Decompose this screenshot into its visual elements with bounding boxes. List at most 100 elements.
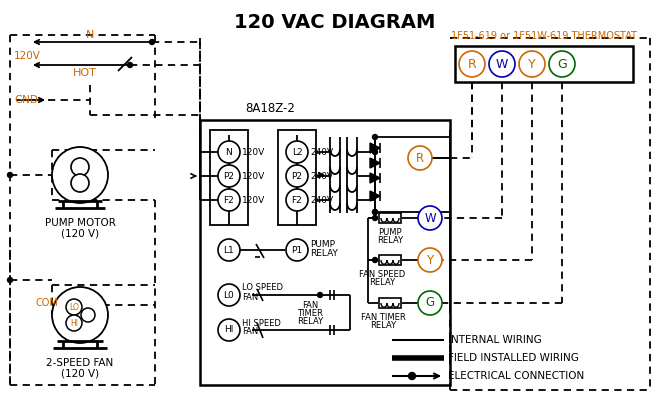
Circle shape	[373, 134, 377, 140]
Text: L2: L2	[291, 147, 302, 157]
Circle shape	[373, 215, 377, 220]
Circle shape	[71, 158, 89, 176]
Text: 2-SPEED FAN: 2-SPEED FAN	[46, 358, 114, 368]
Text: RELAY: RELAY	[310, 249, 338, 259]
Text: COM: COM	[36, 298, 58, 308]
Text: P2: P2	[224, 171, 234, 181]
Bar	[455, 46, 633, 82]
Text: LO SPEED: LO SPEED	[242, 284, 283, 292]
Text: GND: GND	[14, 95, 38, 105]
Text: TIMER: TIMER	[297, 308, 323, 318]
Circle shape	[218, 284, 240, 306]
Circle shape	[373, 210, 377, 215]
Text: INTERNAL WIRING: INTERNAL WIRING	[448, 335, 542, 345]
Text: Y: Y	[426, 253, 433, 266]
Circle shape	[218, 189, 240, 211]
Circle shape	[218, 319, 240, 341]
Text: P2: P2	[291, 171, 302, 181]
Bar	[379, 255, 401, 265]
Text: LO: LO	[69, 303, 79, 311]
Text: G: G	[557, 57, 567, 70]
Text: FAN TIMER: FAN TIMER	[360, 313, 405, 322]
Circle shape	[373, 210, 377, 215]
Circle shape	[52, 287, 108, 343]
Circle shape	[218, 165, 240, 187]
Circle shape	[66, 315, 82, 331]
Circle shape	[286, 141, 308, 163]
Circle shape	[489, 51, 515, 77]
Circle shape	[373, 150, 377, 155]
Text: 120V: 120V	[242, 147, 265, 157]
Text: N: N	[86, 30, 94, 40]
Polygon shape	[370, 173, 380, 183]
Text: HOT: HOT	[73, 68, 97, 78]
Text: L1: L1	[224, 246, 234, 254]
Text: FAN: FAN	[242, 328, 258, 336]
Circle shape	[7, 277, 13, 282]
Circle shape	[81, 308, 95, 322]
Text: PUMP MOTOR: PUMP MOTOR	[45, 218, 115, 228]
Circle shape	[52, 147, 108, 203]
Polygon shape	[370, 143, 380, 153]
Bar	[278, 130, 316, 225]
Text: R: R	[468, 57, 476, 70]
Text: 240V: 240V	[310, 171, 333, 181]
Text: HI SPEED: HI SPEED	[242, 318, 281, 328]
Text: FAN: FAN	[242, 292, 258, 302]
Circle shape	[66, 299, 82, 315]
Text: HI: HI	[224, 326, 234, 334]
Text: 240V: 240V	[310, 147, 333, 157]
Text: RELAY: RELAY	[370, 321, 396, 330]
Text: RELAY: RELAY	[297, 316, 323, 326]
Text: FAN: FAN	[302, 300, 318, 310]
Circle shape	[127, 62, 133, 67]
Circle shape	[286, 239, 308, 261]
Circle shape	[373, 258, 377, 262]
Text: (120 V): (120 V)	[61, 228, 99, 238]
Circle shape	[418, 248, 442, 272]
Circle shape	[418, 291, 442, 315]
Text: Y: Y	[528, 57, 536, 70]
Circle shape	[286, 165, 308, 187]
Circle shape	[218, 239, 240, 261]
Circle shape	[71, 174, 89, 192]
Circle shape	[549, 51, 575, 77]
Bar	[379, 298, 401, 308]
Circle shape	[418, 206, 442, 230]
Circle shape	[519, 51, 545, 77]
Circle shape	[7, 173, 13, 178]
Text: ELECTRICAL CONNECTION: ELECTRICAL CONNECTION	[448, 371, 584, 381]
Text: R: R	[416, 152, 424, 165]
Circle shape	[459, 51, 485, 77]
Circle shape	[318, 292, 322, 297]
Polygon shape	[370, 158, 380, 168]
Text: 120 VAC DIAGRAM: 120 VAC DIAGRAM	[234, 13, 436, 32]
Text: FAN SPEED: FAN SPEED	[359, 270, 405, 279]
Text: N: N	[226, 147, 232, 157]
Text: F2: F2	[291, 196, 302, 204]
Polygon shape	[370, 191, 380, 201]
Circle shape	[286, 189, 308, 211]
Circle shape	[408, 146, 432, 170]
Text: W: W	[424, 212, 436, 225]
Text: L0: L0	[224, 290, 234, 300]
Text: P1: P1	[291, 246, 303, 254]
Text: 120V: 120V	[242, 171, 265, 181]
Text: 1F51-619 or 1F51W-619 THERMOSTAT: 1F51-619 or 1F51W-619 THERMOSTAT	[451, 31, 637, 41]
Text: G: G	[425, 297, 435, 310]
Bar	[200, 120, 450, 385]
Text: W: W	[496, 57, 508, 70]
Text: PUMP: PUMP	[378, 228, 402, 237]
Text: 8A18Z-2: 8A18Z-2	[245, 102, 295, 115]
Text: PUMP: PUMP	[310, 240, 335, 248]
Text: (120 V): (120 V)	[61, 368, 99, 378]
Text: 240V: 240V	[310, 196, 333, 204]
Text: 120V: 120V	[242, 196, 265, 204]
Text: 120V: 120V	[14, 51, 41, 61]
Bar	[379, 213, 401, 223]
Text: RELAY: RELAY	[377, 236, 403, 245]
Text: RELAY: RELAY	[369, 278, 395, 287]
Text: FIELD INSTALLED WIRING: FIELD INSTALLED WIRING	[448, 353, 579, 363]
Circle shape	[218, 141, 240, 163]
Bar	[210, 130, 248, 225]
